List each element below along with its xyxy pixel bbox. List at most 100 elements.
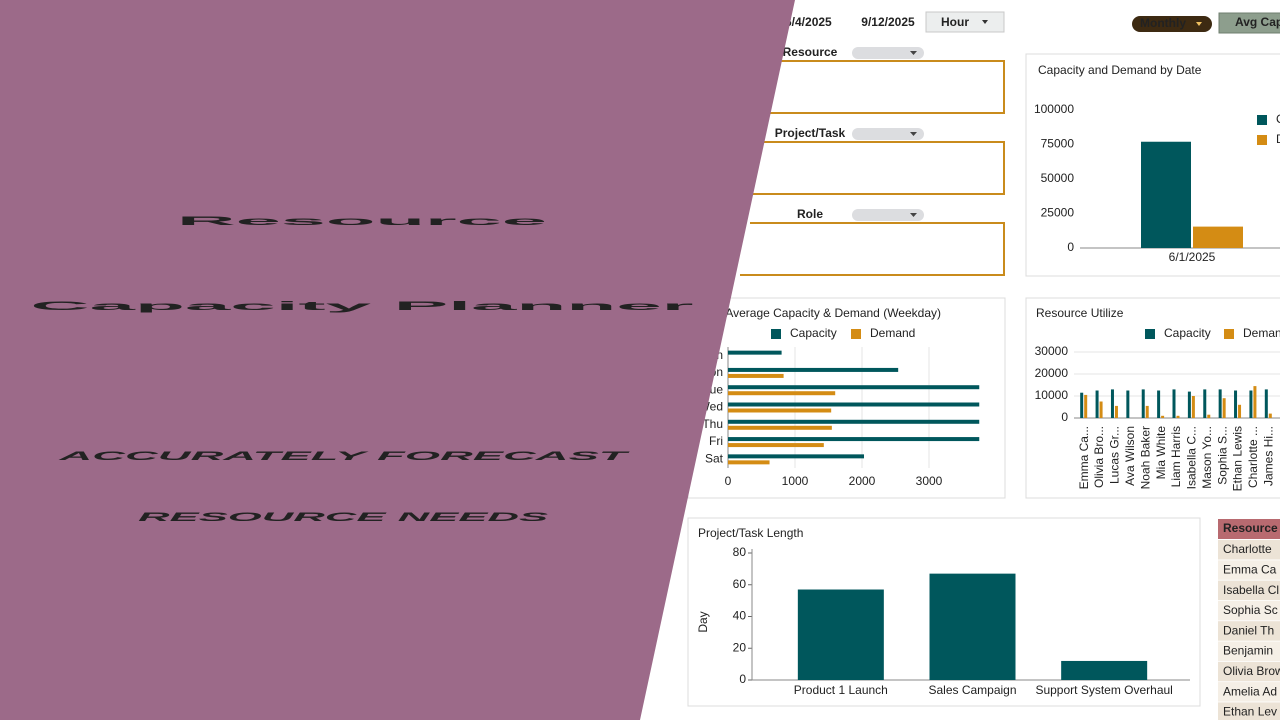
- bar: [1238, 404, 1242, 418]
- filter-dropdown[interactable]: [852, 47, 924, 59]
- x-tick-label: Charlotte ...: [1246, 426, 1260, 488]
- dropdown-arrow: [910, 51, 917, 55]
- y-tick-label: 60: [733, 577, 747, 591]
- x-tick-label: Mason Yo...: [1200, 426, 1214, 489]
- y-tick-label: Sat: [705, 452, 724, 466]
- bar: [728, 419, 980, 424]
- period-dropdown[interactable]: [1132, 16, 1212, 32]
- table-cell: Benjamin: [1223, 644, 1273, 658]
- y-axis-label: Day: [696, 611, 710, 632]
- table-row: [1218, 560, 1280, 580]
- y-tick-label: 25000: [1041, 206, 1075, 220]
- legend-label: Demand: [1243, 326, 1280, 340]
- x-tick-label: Ethan Lewis: [1231, 426, 1245, 491]
- bar: [797, 589, 884, 680]
- legend-swatch: [1257, 135, 1267, 145]
- bar: [728, 443, 824, 448]
- bar: [728, 437, 980, 442]
- legend-swatch: [771, 329, 781, 339]
- interval-dropdown[interactable]: [925, 11, 1005, 33]
- period-value: Monthly: [1140, 16, 1186, 30]
- x-tick-label: Liam Harris: [1169, 426, 1183, 487]
- banner-tagline: ACCURATELY FORECAST: [56, 449, 633, 463]
- legend-swatch: [1224, 329, 1234, 339]
- table-row: [1218, 600, 1280, 621]
- chart-title: Project/Task Length: [698, 526, 803, 540]
- x-tick-label: 6/1/2025: [1169, 250, 1216, 264]
- x-tick-label: 2000: [849, 474, 876, 488]
- x-tick-label: 0: [725, 474, 732, 488]
- bar: [1191, 396, 1195, 418]
- y-tick-label: Fri: [709, 434, 723, 448]
- legend-swatch: [851, 329, 861, 339]
- bar: [929, 573, 1016, 680]
- filter-label: Role: [797, 207, 823, 221]
- bar: [1161, 415, 1165, 418]
- x-tick-label: Support System Overhaul: [1035, 683, 1172, 697]
- bar: [1172, 389, 1176, 418]
- end-date: 9/12/2025: [861, 15, 915, 29]
- banner-title: Resource: [177, 214, 549, 228]
- filter-dropdown[interactable]: [852, 209, 924, 221]
- x-tick-label: 3000: [916, 474, 943, 488]
- filter-label: Project/Task: [775, 126, 846, 140]
- legend-swatch: [1145, 329, 1155, 339]
- bar: [1193, 226, 1243, 248]
- metric-button[interactable]: [1218, 12, 1280, 34]
- x-tick-label: Lucas Gr...: [1108, 426, 1122, 484]
- filter-dropdown[interactable]: [852, 128, 924, 140]
- x-tick-label: Isabella C...: [1185, 426, 1199, 489]
- bar: [1176, 415, 1180, 418]
- x-tick-label: Sophia S...: [1215, 426, 1229, 485]
- bar: [1126, 390, 1130, 418]
- bar: [1141, 389, 1145, 418]
- y-tick-label: 0: [1061, 410, 1068, 424]
- bar: [728, 408, 832, 413]
- bar: [728, 350, 782, 355]
- banner-title: Capacity Planner: [31, 299, 696, 313]
- chart-title: Resource Utilize: [1036, 306, 1124, 320]
- y-tick-label: 50000: [1041, 171, 1075, 185]
- y-tick-label: 10000: [1035, 388, 1069, 402]
- table-cell: Olivia Brow: [1223, 664, 1280, 678]
- bar: [1157, 390, 1161, 418]
- table-row: [1218, 702, 1280, 720]
- y-tick-label: 100000: [1034, 102, 1074, 116]
- x-tick-label: Olivia Bro...: [1092, 426, 1106, 488]
- x-tick-label: Ava Wilson: [1123, 426, 1137, 486]
- table-header-text: Resource: [1223, 521, 1278, 535]
- x-tick-label: Product 1 Launch: [794, 683, 888, 697]
- interval-value: Hour: [941, 15, 969, 29]
- dropdown-arrow: [910, 132, 917, 136]
- bar: [1264, 389, 1268, 418]
- filter-box: [740, 141, 1005, 195]
- bar: [1268, 413, 1272, 418]
- x-tick-label: 1000: [782, 474, 809, 488]
- y-tick-label: 0: [1067, 240, 1074, 254]
- table-row: [1218, 682, 1280, 702]
- legend-label: Capacity: [1164, 326, 1211, 340]
- bar: [1095, 390, 1099, 418]
- bar: [728, 391, 836, 396]
- dropdown-arrow: [982, 20, 988, 24]
- bar: [1061, 660, 1148, 680]
- bar: [728, 367, 899, 372]
- table-row: [1218, 540, 1280, 560]
- y-tick-label: Thu: [702, 417, 723, 431]
- y-tick-label: 30000: [1035, 344, 1069, 358]
- bar: [1253, 386, 1257, 418]
- bar: [1080, 392, 1084, 418]
- bar: [1249, 390, 1253, 418]
- bar: [728, 425, 832, 430]
- table-row: [1218, 580, 1280, 601]
- bar: [728, 402, 980, 407]
- bar: [1099, 401, 1103, 418]
- table-row: [1218, 661, 1280, 682]
- table-cell: Charlotte: [1223, 542, 1272, 556]
- y-tick-label: 75000: [1041, 137, 1075, 151]
- y-tick-label: 20000: [1035, 366, 1069, 380]
- bar: [1218, 389, 1222, 418]
- bar: [1187, 391, 1191, 418]
- bar: [1141, 141, 1191, 248]
